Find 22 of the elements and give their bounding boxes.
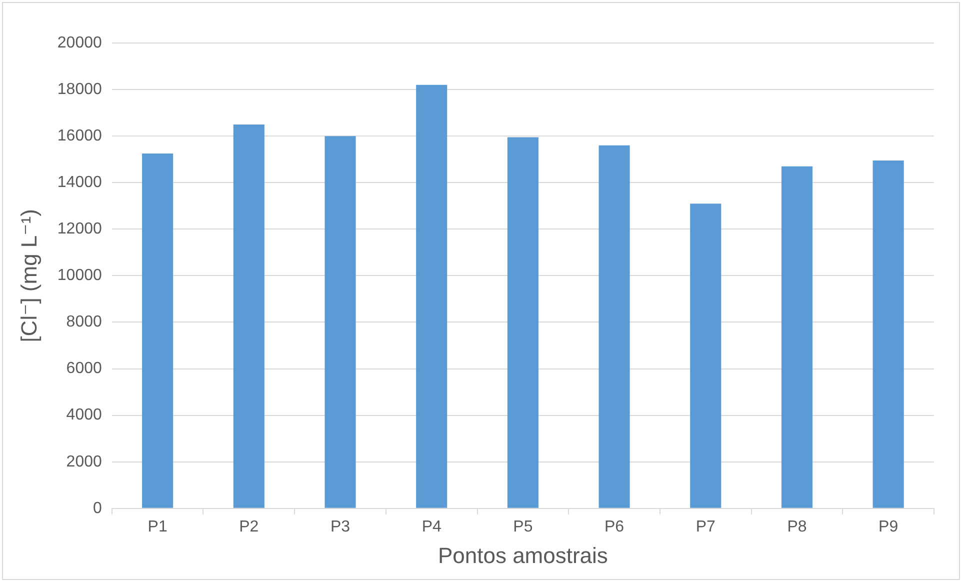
y-tick-label: 12000 <box>57 220 102 238</box>
y-axis-title: [Cl⁻] (mg L⁻¹) <box>16 209 42 342</box>
x-tick-label: P8 <box>787 518 807 536</box>
y-tick-label: 20000 <box>57 34 102 52</box>
x-tick-label: P1 <box>148 518 168 536</box>
x-tick-label: P5 <box>513 518 533 536</box>
x-tick-label: P3 <box>330 518 350 536</box>
x-tick-label: P2 <box>239 518 259 536</box>
y-tick-label: 16000 <box>57 127 102 144</box>
y-tick-label: 8000 <box>66 314 102 331</box>
x-tick-label: P4 <box>422 518 442 536</box>
y-tick-label: 4000 <box>66 406 102 424</box>
y-tick-label: 2000 <box>66 453 102 470</box>
x-axis-title: Pontos amostrais <box>438 542 608 568</box>
y-tick-label: 14000 <box>57 174 102 192</box>
y-tick-label: 18000 <box>57 80 102 98</box>
y-tick-label: 10000 <box>57 267 102 284</box>
x-tick-label: P6 <box>604 518 624 536</box>
x-tick-label: P9 <box>878 518 898 536</box>
y-tick-label: 6000 <box>66 360 102 378</box>
y-tick-label: 0 <box>92 500 102 517</box>
x-tick-label: P7 <box>696 518 716 536</box>
